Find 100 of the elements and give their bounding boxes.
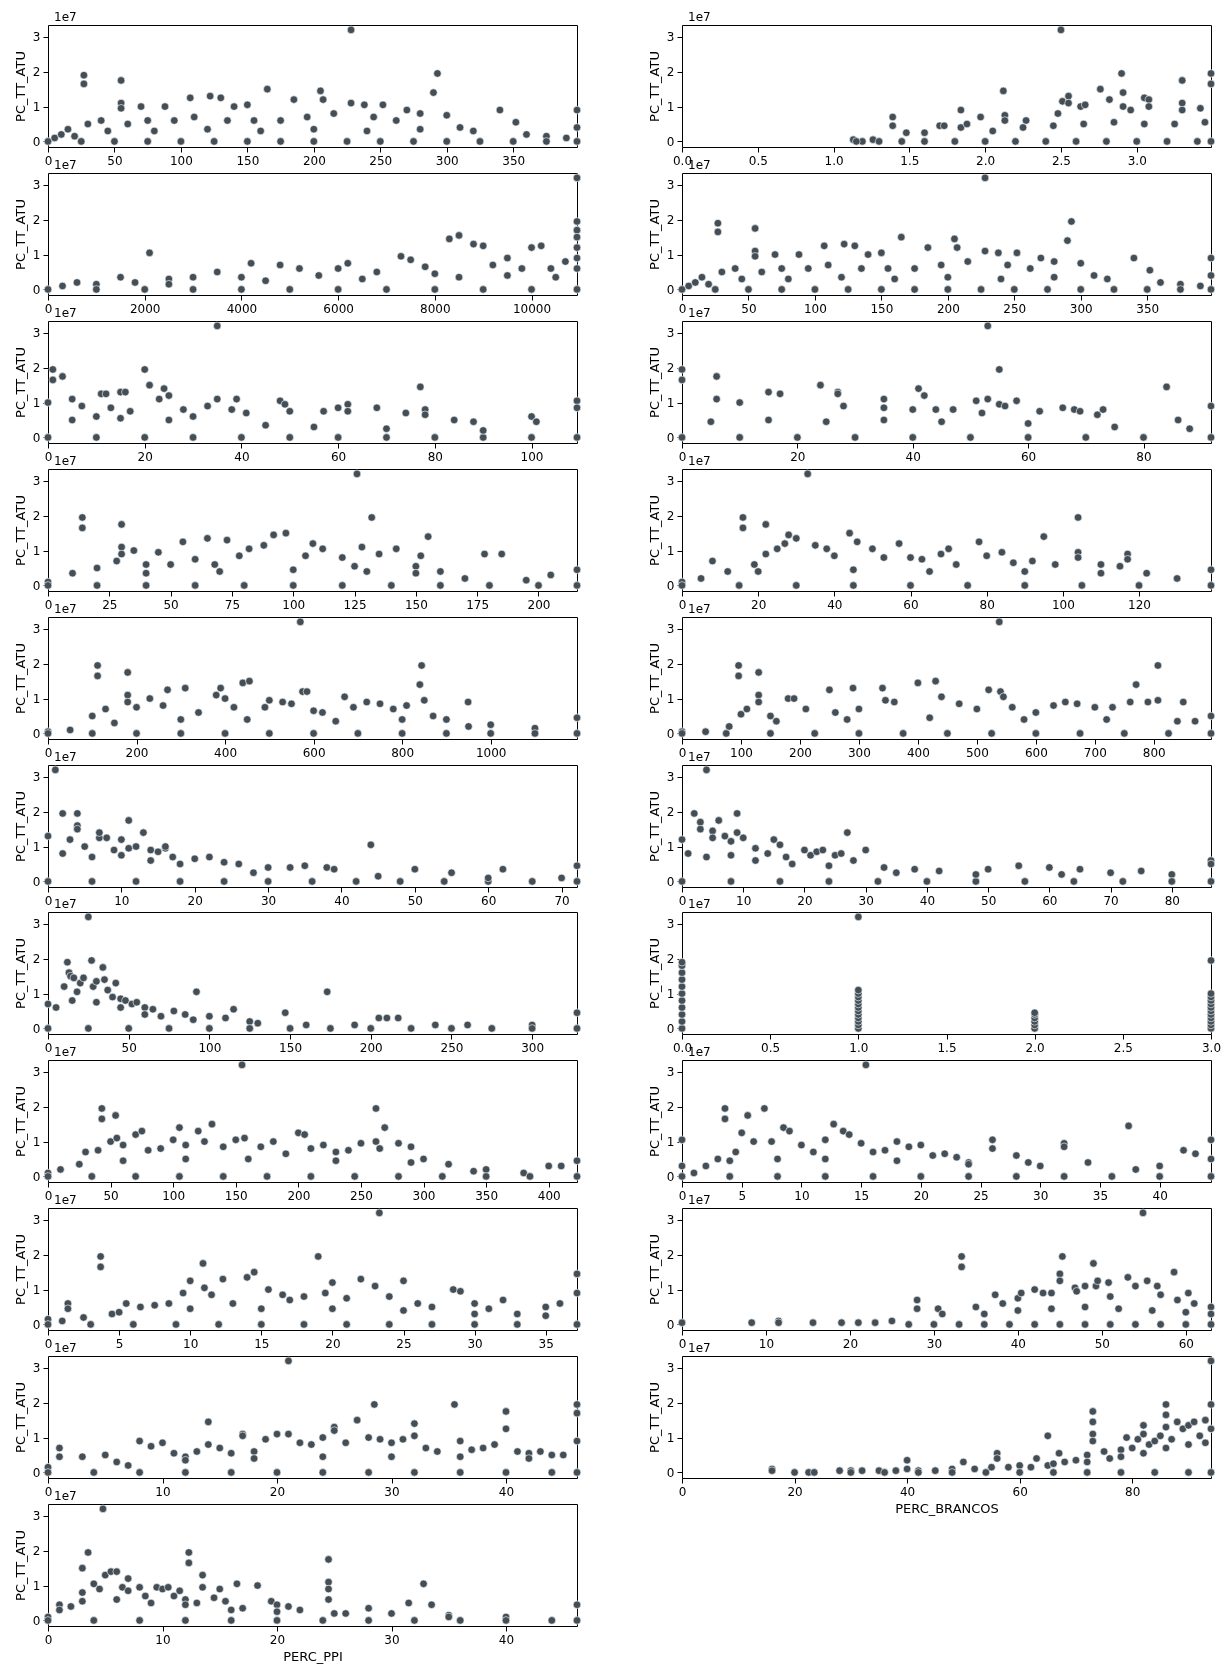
x-tick-label: 25: [396, 1336, 412, 1351]
x-tick-label: 10: [736, 893, 752, 908]
x-tick-label: 50: [407, 893, 423, 908]
y-tick-label: 2: [666, 1100, 675, 1115]
y-tick-label: 2: [32, 361, 41, 376]
y-tick-label: 1: [32, 544, 41, 559]
y-tick-label: 2: [32, 952, 41, 967]
x-tick-label: 60: [330, 449, 347, 464]
y-tick-label: 1: [666, 544, 675, 559]
x-tick-label: 0: [44, 1632, 53, 1647]
x-tick-label: 40: [334, 893, 350, 908]
x-tick-label: 10: [758, 1336, 775, 1351]
y-tick-label: 2: [32, 213, 41, 228]
x-tick-label: 300: [1069, 301, 1093, 316]
y-axis-title: PC_TT_ATU: [646, 347, 662, 418]
x-tick-label: 100: [198, 1040, 222, 1055]
x-tick-label: 40: [234, 449, 250, 464]
x-tick-label: 350: [1136, 301, 1160, 316]
x-tick-label: 250: [440, 1040, 464, 1055]
y-axis-title: PC_TT_ATU: [12, 791, 28, 862]
x-tick-label: 35: [538, 1336, 554, 1351]
text: 1e7: [688, 454, 711, 468]
x-tick-label: 25: [102, 597, 118, 612]
x-tick-label: 30: [384, 1632, 400, 1647]
x-tick-label: 4000: [226, 301, 258, 316]
x-tick-label: 20: [797, 893, 813, 908]
y-tick-label: 2: [666, 509, 675, 524]
x-tick-label: 600: [302, 745, 326, 760]
y-axis-title: PC_TT_ATU: [12, 495, 28, 566]
x-tick-label: 100: [803, 301, 827, 316]
x-tick-label: 5: [738, 1188, 747, 1203]
y-axis-title: PC_TT_ATU: [646, 495, 662, 566]
x-tick-label: 100: [1051, 597, 1075, 612]
y-axis-title: PC_TT_ATU: [646, 643, 662, 714]
x-tick-label: 200: [287, 1188, 311, 1203]
x-tick-label: 250: [369, 153, 393, 168]
x-tick-label: 0: [678, 1336, 687, 1351]
y-tick-label: 3: [32, 326, 41, 341]
y-tick-label: 0: [32, 1465, 41, 1480]
y-tick-label: 2: [32, 805, 41, 820]
x-tick-label: 2.5: [1051, 153, 1071, 168]
x-tick-label: 50: [1094, 1336, 1110, 1351]
text: 1e7: [54, 158, 77, 172]
x-tick-label: 250: [1003, 301, 1027, 316]
x-tick-label: 40: [827, 597, 843, 612]
text: 1e7: [54, 306, 77, 320]
y-tick-label: 1: [32, 1135, 41, 1150]
x-tick-label: 0: [678, 1188, 687, 1203]
x-tick-label: 75: [224, 597, 241, 612]
x-tick-label: 400: [214, 745, 238, 760]
y-axis-title: PC_TT_ATU: [12, 51, 28, 122]
x-tick-label: 0: [678, 745, 687, 760]
y-axis-title: PC_TT_ATU: [646, 938, 662, 1009]
text: 1e7: [688, 306, 711, 320]
text: 1e7: [54, 454, 77, 468]
x-tick-label: 10000: [512, 301, 552, 316]
x-tick-label: 0: [678, 449, 687, 464]
x-tick-label: 300: [847, 745, 871, 760]
x-tick-label: 250: [349, 1188, 373, 1203]
x-tick-label: 350: [475, 1188, 499, 1203]
x-tick-label: 150: [870, 301, 894, 316]
y-tick-label: 0: [32, 1169, 41, 1184]
y-tick-label: 1: [32, 987, 41, 1002]
text: 1e7: [688, 750, 711, 764]
x-tick-label: 20: [751, 597, 767, 612]
y-tick-label: 1: [666, 840, 675, 855]
y-tick-label: 1: [32, 396, 41, 411]
x-tick-label: 10: [155, 1632, 171, 1647]
y-tick-label: 0: [666, 1465, 675, 1480]
y-tick-label: 0: [666, 1021, 675, 1036]
y-tick-label: 0: [666, 430, 675, 445]
x-tick-label: 2000: [129, 301, 161, 316]
y-tick-label: 2: [32, 1544, 41, 1559]
y-tick-label: 3: [666, 326, 675, 341]
y-tick-label: 3: [32, 770, 41, 785]
x-tick-label: 30: [1033, 1188, 1049, 1203]
x-tick-label: 700: [1083, 745, 1107, 760]
y-tick-label: 1: [32, 692, 41, 707]
y-tick-label: 1: [666, 692, 675, 707]
y-tick-label: 1: [32, 248, 41, 263]
x-tick-label: 10: [794, 1188, 810, 1203]
x-tick-label: 0: [44, 745, 53, 760]
text: 1e7: [54, 1193, 77, 1207]
y-tick-label: 3: [666, 474, 675, 489]
x-tick-label: 100: [169, 153, 193, 168]
y-tick-label: 2: [666, 65, 675, 80]
x-tick-label: 6000: [323, 301, 354, 316]
x-tick-label: 200: [527, 597, 551, 612]
text: 1e7: [54, 1341, 77, 1355]
y-tick-label: 1: [32, 1431, 41, 1446]
x-tick-label: 30: [467, 1336, 483, 1351]
y-tick-label: 1: [32, 1283, 41, 1298]
y-axis-title: PC_TT_ATU: [12, 938, 28, 1009]
x-tick-label: 0: [678, 301, 687, 316]
x-tick-label: 20: [187, 893, 203, 908]
x-tick-label: 200: [302, 153, 326, 168]
x-tick-label: 60: [1020, 449, 1037, 464]
x-tick-label: 50: [980, 893, 997, 908]
x-tick-label: 15: [853, 1188, 870, 1203]
x-tick-label: 30: [384, 1484, 400, 1499]
